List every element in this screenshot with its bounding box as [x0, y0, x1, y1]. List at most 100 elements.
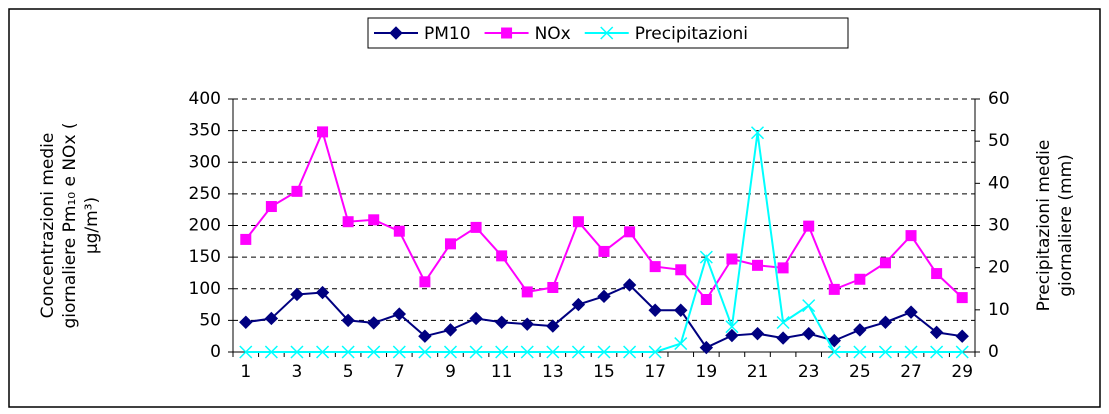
marker: [699, 340, 714, 355]
x-tick-label: 3: [292, 362, 303, 382]
x-tick-label: 23: [798, 362, 820, 382]
y-tick-label: 150: [189, 247, 221, 267]
marker: [802, 299, 816, 313]
marker: [571, 345, 585, 359]
marker: [520, 345, 534, 359]
y2-tick-label: 0: [988, 342, 999, 362]
marker: [316, 345, 330, 359]
y2-axis-title-line: Precipitazioni medie: [1034, 140, 1054, 312]
marker: [572, 216, 584, 228]
marker: [726, 253, 738, 265]
marker: [367, 316, 381, 330]
marker: [879, 257, 891, 269]
marker: [931, 268, 943, 280]
marker: [955, 329, 969, 343]
marker: [418, 345, 432, 359]
y-tick-label: 350: [189, 121, 221, 141]
chart-frame: [8, 8, 1101, 408]
marker: [342, 216, 354, 228]
marker: [878, 345, 892, 359]
marker: [546, 319, 560, 333]
y2-tick-label: 60: [988, 89, 1010, 109]
marker: [597, 345, 611, 359]
marker: [700, 294, 712, 306]
y-tick-label: 250: [189, 184, 221, 204]
marker: [827, 333, 841, 348]
marker: [495, 345, 509, 359]
legend-label: NOx: [535, 24, 571, 44]
marker: [571, 297, 586, 312]
marker: [904, 305, 918, 319]
marker: [777, 262, 789, 274]
marker: [239, 315, 253, 329]
marker: [291, 185, 303, 197]
y2-axis-title: Precipitazioni medie giornaliere (mm): [1034, 140, 1076, 312]
marker: [674, 337, 688, 351]
marker: [725, 320, 739, 334]
y2-tick-label: 10: [988, 300, 1010, 320]
y-axis-title-line: Concentrazioni medie: [38, 133, 58, 319]
marker: [801, 326, 816, 341]
x-tick-label: 21: [747, 362, 769, 382]
marker: [264, 311, 279, 326]
marker: [520, 317, 534, 331]
y-tick-label: 100: [189, 279, 221, 299]
marker: [776, 331, 790, 345]
marker: [675, 264, 687, 276]
x-tick-label: 11: [491, 362, 513, 382]
marker: [496, 250, 508, 262]
y-tick-label: 0: [210, 342, 221, 362]
y-tick-label: 400: [189, 89, 221, 109]
x-tick-label: 7: [394, 362, 405, 382]
marker: [854, 273, 866, 285]
y2-tick-label: 50: [988, 131, 1010, 151]
marker: [956, 292, 968, 304]
marker: [624, 226, 636, 238]
marker: [622, 278, 637, 292]
marker: [598, 245, 610, 257]
marker: [623, 345, 637, 359]
marker: [750, 126, 765, 140]
x-tick-label: 1: [240, 362, 251, 382]
x-tick-label: 13: [542, 362, 564, 382]
x-tick-label: 15: [593, 362, 615, 382]
y2-axis-title-line: giornaliere (mm): [1056, 154, 1076, 297]
marker: [392, 307, 407, 321]
legend-label: PM10: [424, 24, 471, 44]
marker: [419, 276, 431, 288]
y-tick-label: 200: [189, 216, 221, 236]
marker: [418, 329, 432, 343]
marker: [547, 281, 559, 293]
marker: [389, 26, 403, 40]
marker: [469, 311, 483, 326]
y2-tick-label: 40: [988, 173, 1010, 193]
marker: [444, 238, 456, 250]
x-tick-label: 17: [644, 362, 666, 382]
y2-tick-label: 20: [988, 258, 1010, 278]
marker: [828, 283, 840, 295]
marker: [853, 323, 867, 337]
marker: [905, 230, 917, 242]
marker: [648, 303, 662, 317]
marker: [290, 287, 304, 302]
marker: [878, 315, 893, 329]
y-tick-label: 300: [189, 152, 221, 172]
marker: [470, 221, 482, 233]
marker: [955, 345, 969, 359]
marker: [239, 345, 253, 359]
marker: [546, 345, 560, 359]
marker: [265, 201, 277, 213]
marker: [904, 345, 918, 359]
marker: [367, 345, 381, 359]
marker: [929, 325, 944, 340]
y-axis-title: Concentrazioni medie giornaliere Pm₁₀ e N…: [38, 122, 102, 328]
x-tick-label: 25: [849, 362, 871, 382]
x-tick-label: 27: [900, 362, 922, 382]
x-tick-label: 29: [951, 362, 973, 382]
marker: [752, 259, 764, 271]
legend: PM10 NOx Precipitazioni: [367, 17, 849, 49]
marker: [930, 345, 944, 359]
marker: [315, 285, 330, 300]
x-tick-label: 5: [343, 362, 354, 382]
